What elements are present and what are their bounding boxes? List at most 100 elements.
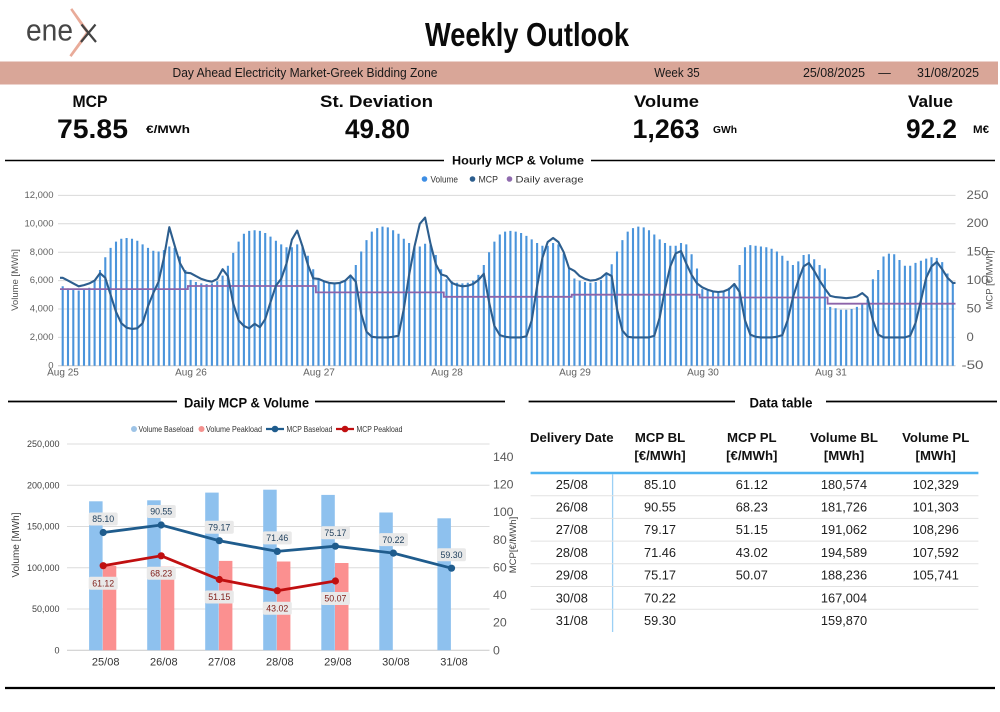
- svg-text:Weekly Outlook: Weekly Outlook: [425, 16, 630, 53]
- svg-text:85.10: 85.10: [92, 514, 114, 524]
- svg-text:MCP: MCP: [479, 174, 499, 184]
- svg-text:120: 120: [493, 477, 514, 491]
- svg-text:188,236: 188,236: [821, 568, 867, 583]
- svg-text:Volume PL: Volume PL: [902, 430, 969, 445]
- svg-text:GWh: GWh: [713, 124, 737, 136]
- svg-text:Aug 29: Aug 29: [559, 368, 591, 379]
- svg-text:MCP Baseload: MCP Baseload: [287, 424, 333, 434]
- svg-text:51.15: 51.15: [736, 522, 768, 537]
- svg-text:12,000: 12,000: [24, 190, 53, 201]
- svg-text:[€/MWh]: [€/MWh]: [726, 448, 777, 463]
- svg-text:Aug 30: Aug 30: [687, 368, 719, 379]
- svg-text:ene: ene: [26, 13, 73, 48]
- svg-text:Delivery Date: Delivery Date: [530, 430, 614, 445]
- svg-text:27/08: 27/08: [208, 657, 236, 669]
- svg-text:140: 140: [493, 450, 514, 464]
- svg-text:70.22: 70.22: [644, 590, 676, 605]
- svg-text:[MWh]: [MWh]: [916, 448, 956, 463]
- svg-text:20: 20: [493, 616, 507, 630]
- svg-text:59.30: 59.30: [644, 613, 676, 628]
- svg-text:MCP [€/MWh]: MCP [€/MWh]: [985, 251, 996, 310]
- svg-text:Aug 27: Aug 27: [303, 368, 335, 379]
- svg-text:—: —: [878, 66, 891, 80]
- svg-text:25/08: 25/08: [556, 477, 588, 492]
- svg-text:Aug 25: Aug 25: [47, 368, 79, 379]
- svg-text:250,000: 250,000: [27, 439, 60, 449]
- svg-text:26/08: 26/08: [150, 657, 178, 669]
- svg-text:Volume Baseload: Volume Baseload: [139, 424, 194, 434]
- svg-text:79.17: 79.17: [644, 522, 676, 537]
- svg-text:49.80: 49.80: [345, 114, 410, 144]
- svg-text:Daily average: Daily average: [516, 174, 584, 184]
- svg-text:191,062: 191,062: [821, 522, 867, 537]
- svg-text:150: 150: [967, 245, 989, 259]
- svg-text:200,000: 200,000: [27, 480, 60, 490]
- svg-text:M€: M€: [973, 124, 989, 136]
- svg-text:61.12: 61.12: [736, 477, 768, 492]
- svg-text:43.02: 43.02: [266, 603, 288, 613]
- svg-text:79.17: 79.17: [208, 522, 230, 532]
- svg-text:68.23: 68.23: [150, 569, 172, 579]
- svg-text:St. Deviation: St. Deviation: [320, 93, 433, 111]
- svg-text:31/08: 31/08: [556, 613, 588, 628]
- svg-text:68.23: 68.23: [736, 500, 768, 515]
- svg-text:150,000: 150,000: [27, 522, 60, 532]
- svg-text:Volume [MWh]: Volume [MWh]: [11, 512, 22, 577]
- svg-text:8,000: 8,000: [30, 247, 54, 258]
- svg-text:Week 35: Week 35: [654, 66, 700, 80]
- svg-text:250: 250: [967, 188, 989, 202]
- svg-text:Volume Peakload: Volume Peakload: [206, 424, 262, 434]
- svg-text:70.22: 70.22: [382, 535, 404, 545]
- svg-text:27/08: 27/08: [556, 522, 588, 537]
- svg-text:25/08: 25/08: [92, 657, 120, 669]
- svg-text:50.07: 50.07: [324, 594, 346, 604]
- svg-text:4,000: 4,000: [30, 304, 54, 315]
- svg-text:26/08: 26/08: [556, 500, 588, 515]
- svg-text:85.10: 85.10: [644, 477, 676, 492]
- svg-text:101,303: 101,303: [913, 500, 959, 515]
- svg-text:MCP BL: MCP BL: [635, 430, 685, 445]
- svg-text:167,004: 167,004: [821, 590, 867, 605]
- svg-text:Volume [MWh]: Volume [MWh]: [10, 249, 21, 311]
- svg-text:102,329: 102,329: [913, 477, 959, 492]
- svg-text:71.46: 71.46: [644, 545, 676, 560]
- svg-text:180,574: 180,574: [821, 477, 867, 492]
- svg-text:75.85: 75.85: [57, 114, 128, 144]
- svg-text:Daily MCP & Volume: Daily MCP & Volume: [184, 395, 309, 411]
- svg-text:92.2: 92.2: [906, 114, 957, 144]
- svg-text:50,000: 50,000: [32, 604, 60, 614]
- svg-text:Aug 28: Aug 28: [431, 368, 463, 379]
- svg-text:Data table: Data table: [750, 395, 813, 411]
- svg-text:30/08: 30/08: [382, 657, 410, 669]
- svg-text:10,000: 10,000: [24, 218, 53, 229]
- svg-text:MCP: MCP: [73, 93, 108, 111]
- svg-text:100,000: 100,000: [27, 563, 60, 573]
- svg-text:[€/MWh]: [€/MWh]: [634, 448, 685, 463]
- svg-text:MCP Peakload: MCP Peakload: [357, 424, 403, 434]
- svg-text:194,589: 194,589: [821, 545, 867, 560]
- svg-text:Volume: Volume: [431, 174, 459, 184]
- svg-text:Volume BL: Volume BL: [810, 430, 878, 445]
- svg-text:51.15: 51.15: [208, 592, 230, 602]
- svg-text:0: 0: [493, 643, 500, 657]
- svg-text:[MWh]: [MWh]: [824, 448, 864, 463]
- svg-text:Hourly MCP & Volume: Hourly MCP & Volume: [452, 154, 584, 168]
- svg-text:€/MWh: €/MWh: [146, 124, 190, 136]
- svg-text:Aug 26: Aug 26: [175, 368, 207, 379]
- svg-text:1,263: 1,263: [633, 114, 700, 144]
- svg-text:80: 80: [493, 533, 507, 547]
- svg-text:31/08: 31/08: [440, 657, 468, 669]
- svg-text:0: 0: [48, 360, 53, 371]
- svg-text:MCP PL: MCP PL: [727, 430, 777, 445]
- svg-text:50: 50: [967, 301, 982, 315]
- svg-text:107,592: 107,592: [913, 545, 959, 560]
- svg-text:Day Ahead Electricity Market-G: Day Ahead Electricity Market-Greek Biddi…: [173, 66, 438, 80]
- svg-text:100: 100: [967, 273, 989, 287]
- svg-text:29/08: 29/08: [324, 657, 352, 669]
- svg-text:28/08: 28/08: [266, 657, 294, 669]
- svg-text:108,296: 108,296: [913, 522, 959, 537]
- svg-text:43.02: 43.02: [736, 545, 768, 560]
- svg-text:-50: -50: [962, 358, 984, 372]
- svg-text:75.17: 75.17: [644, 568, 676, 583]
- svg-text:50.07: 50.07: [736, 568, 768, 583]
